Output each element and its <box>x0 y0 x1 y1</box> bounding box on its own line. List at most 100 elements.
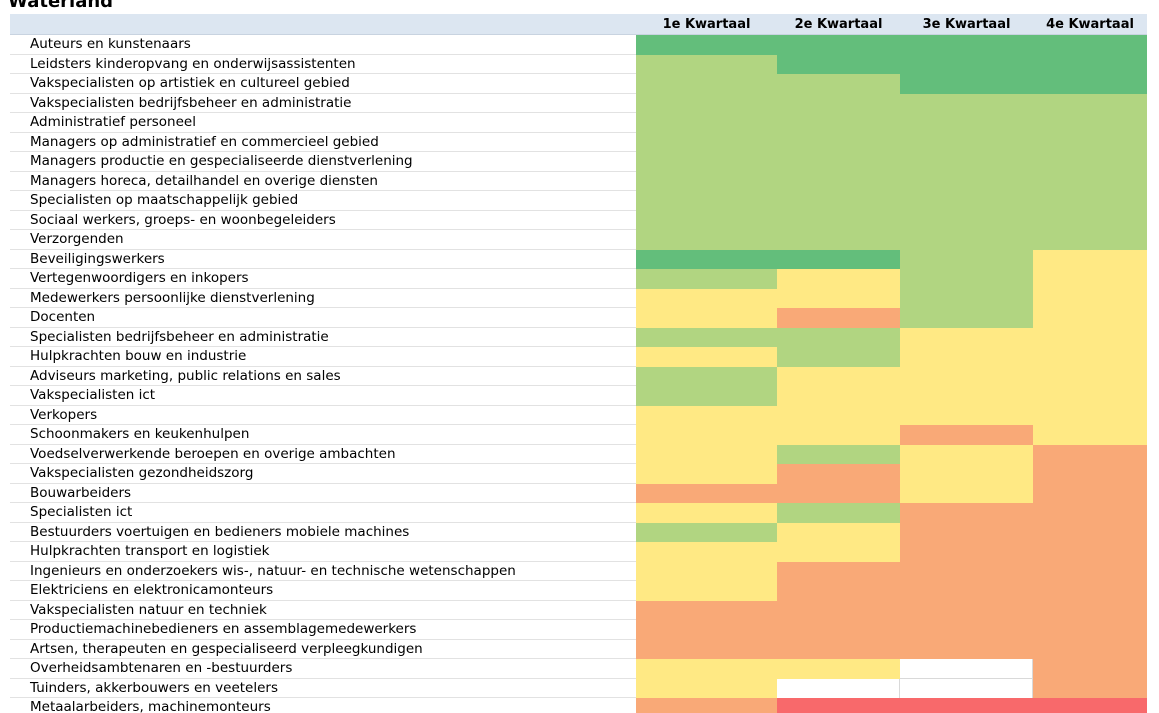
heat-cell <box>636 132 777 153</box>
heat-cell <box>636 327 777 348</box>
heat-cell <box>900 464 1033 484</box>
heat-cell <box>900 171 1033 192</box>
heat-cell <box>1033 152 1147 172</box>
row-label: Artsen, therapeuten en gespecialiseerd v… <box>10 640 636 659</box>
row-label: Bouwarbeiders <box>10 484 636 503</box>
heat-cell <box>900 152 1033 172</box>
heat-cell <box>777 288 900 309</box>
heat-cell <box>900 386 1033 406</box>
heat-cell <box>900 678 1033 699</box>
heat-cell <box>900 93 1033 114</box>
heat-cell <box>777 210 900 231</box>
heat-cell <box>636 191 777 211</box>
heat-cell <box>1033 308 1147 328</box>
heat-cell <box>777 620 900 640</box>
heat-cell <box>777 74 900 94</box>
heat-cell <box>1033 191 1147 211</box>
heat-cell <box>1033 132 1147 153</box>
heat-cell <box>777 171 900 192</box>
heat-cell <box>636 698 777 713</box>
heat-cell <box>636 405 777 426</box>
heat-cell <box>777 581 900 601</box>
row-label: Hulpkrachten bouw en industrie <box>10 347 636 367</box>
heat-cell <box>900 249 1033 270</box>
heat-cell <box>900 191 1033 211</box>
header-row <box>10 14 1147 35</box>
heat-cell <box>777 249 900 270</box>
row-label: Metaalarbeiders, machinemonteurs <box>10 698 636 713</box>
heat-cell <box>1033 288 1147 309</box>
heat-cell <box>1033 581 1147 601</box>
heat-cell <box>900 581 1033 601</box>
heat-cell <box>636 230 777 250</box>
heat-cell <box>777 405 900 426</box>
heat-cell <box>777 269 900 289</box>
row-label: Tuinders, akkerbouwers en veetelers <box>10 679 636 698</box>
row-label: Overheidsambtenaren en -bestuurders <box>10 659 636 679</box>
heat-cell <box>777 93 900 114</box>
heat-cell <box>900 347 1033 367</box>
heat-cell <box>1033 54 1147 75</box>
heat-cell <box>636 444 777 465</box>
heat-cell <box>900 600 1033 621</box>
heat-cell <box>900 405 1033 426</box>
heat-cell <box>900 620 1033 640</box>
heat-cell <box>900 366 1033 387</box>
heat-cell <box>636 386 777 406</box>
heat-cell <box>1033 269 1147 289</box>
heat-cell <box>900 425 1033 445</box>
heat-cell <box>1033 678 1147 699</box>
heat-cell <box>777 483 900 504</box>
heat-cell <box>636 113 777 133</box>
heat-cell <box>900 74 1033 94</box>
heat-cell <box>636 483 777 504</box>
heat-cell <box>777 386 900 406</box>
heat-cell <box>777 54 900 75</box>
heat-cell <box>900 639 1033 660</box>
heat-cell <box>636 659 777 679</box>
heat-cell <box>1033 113 1147 133</box>
heat-cell <box>900 483 1033 504</box>
heat-cell <box>900 444 1033 465</box>
heat-cell <box>900 659 1033 679</box>
heat-cell <box>777 347 900 367</box>
row-label: Voedselverwerkende beroepen en overige a… <box>10 445 636 464</box>
row-label: Specialisten ict <box>10 503 636 523</box>
heat-cell <box>1033 698 1147 713</box>
heat-cell <box>777 464 900 484</box>
column-header: 3e Kwartaal <box>922 17 1011 32</box>
heat-cell <box>900 132 1033 153</box>
heat-cell <box>777 366 900 387</box>
heat-cell <box>1033 503 1147 523</box>
heat-cell <box>1033 210 1147 231</box>
heat-cell <box>636 54 777 75</box>
heat-cell <box>777 308 900 328</box>
heat-cell <box>777 542 900 562</box>
column-header: 4e Kwartaal <box>1046 17 1134 32</box>
row-label: Vakspecialisten gezondheidszorg <box>10 464 636 484</box>
row-label: Ingenieurs en onderzoekers wis-, natuur-… <box>10 562 636 581</box>
heat-cell <box>900 269 1033 289</box>
heat-cell <box>1033 230 1147 250</box>
heat-cell <box>636 269 777 289</box>
heat-cell <box>1033 600 1147 621</box>
heat-cell <box>1033 74 1147 94</box>
heat-cell <box>636 522 777 543</box>
heat-cell <box>636 600 777 621</box>
heat-cell <box>777 698 900 713</box>
row-label: Docenten <box>10 308 636 328</box>
heat-cell <box>900 503 1033 523</box>
heat-cell <box>636 35 777 55</box>
heat-cell <box>636 288 777 309</box>
heat-cell <box>636 561 777 582</box>
heat-cell <box>777 659 900 679</box>
row-label: Managers horeca, detailhandel en overige… <box>10 172 636 191</box>
row-label: Specialisten op maatschappelijk gebied <box>10 191 636 211</box>
heat-cell <box>777 522 900 543</box>
heat-cell <box>900 288 1033 309</box>
heat-cell <box>777 35 900 55</box>
heat-cell <box>777 561 900 582</box>
heat-cell <box>1033 171 1147 192</box>
heat-cell <box>1033 366 1147 387</box>
heat-cell <box>636 678 777 699</box>
